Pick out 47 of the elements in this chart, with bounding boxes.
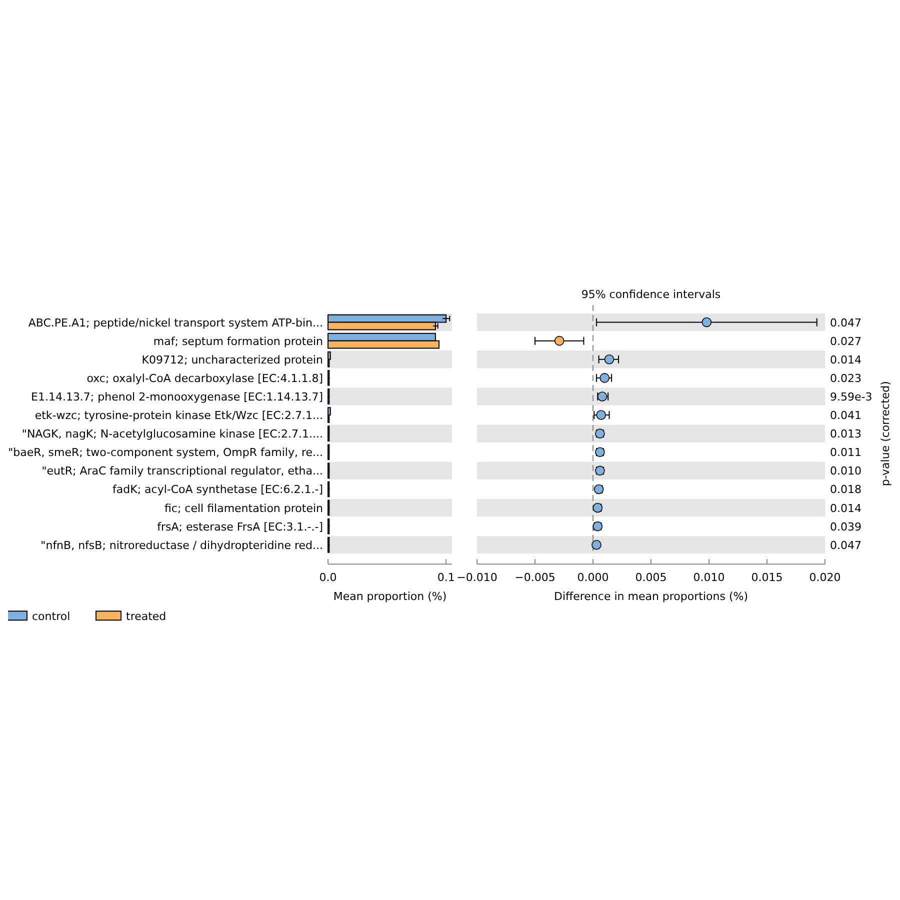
legend-label: control [32,610,70,624]
y-tick-label: maf; septum formation protein [153,334,324,348]
y2-tick-label: 0.039 [830,520,862,534]
x-tick-label: 0.0 [319,571,337,584]
y2-tick-label: 0.018 [830,483,862,496]
y-tick-label: "baeR, smeR; two-component system, OmpR family, re... [8,446,323,460]
y2-tick-label: 0.027 [830,334,862,348]
y-tick-label: "eutR; AraC family transcriptional regulator, etha... [42,464,323,478]
y2-tick-label: 0.010 [830,464,862,478]
y-tick-label: E1.14.13.7; phenol 2-monooxygenase [EC:1.14.13.7] [31,390,323,404]
x-tick-label: 0.1 [437,571,455,584]
y-tick-label: fic; cell filamentation protein [164,502,324,515]
x-tick-label: 0.015 [751,571,783,584]
y-tick-label: frsA; esterase FrsA [EC:3.1.-.-] [157,520,323,534]
x-axis-title: Difference in mean proportions (%) [554,590,748,604]
y2-tick-label: 9.59e-3 [830,390,872,404]
y-tick-label: ABC.PE.A1; peptide/nickel transport system ATP-bin... [28,316,323,330]
x-tick-label: 0.000 [577,571,609,584]
point [554,336,564,346]
y2-tick-label: 0.023 [830,372,862,385]
x-tick-label: 0.010 [693,571,725,584]
y2-tick-label: 0.014 [830,353,862,366]
y2-tick-label: 0.011 [830,446,862,460]
x-tick-label: −0.010 [456,571,498,584]
legend-label: treated [126,610,166,624]
y2-axis-title: p-value (corrected) [879,381,892,486]
point [600,373,610,383]
y2-tick-label: 0.014 [830,502,862,515]
x-tick-label: 0.020 [809,571,841,584]
chart-title: 95% confidence intervals [581,288,721,301]
y-tick-label: "nfnB, nfsB; nitroreductase / dihydropteridine red... [40,538,323,552]
point [596,410,606,420]
y2-tick-label: 0.013 [830,428,862,441]
point [592,540,602,550]
y-tick-label: etk-wzc; tyrosine-protein kinase Etk/Wzc [EC:2.7.1... [34,409,323,422]
point [604,354,614,364]
y-tick-label: K09712; uncharacterized protein [142,353,324,366]
y-tick-label: "NAGK, nagK; N-acetylglucosamine kinase [EC:2.7.1.... [22,428,323,441]
y2-tick-label: 0.041 [830,409,862,422]
point [702,317,712,328]
y2-tick-label: 0.047 [830,316,862,330]
x-tick-label: 0.005 [635,571,667,584]
y-tick-label: fadK; acyl-CoA synthetase [EC:6.2.1.-] [112,483,323,496]
y2-tick-label: 0.047 [830,538,862,552]
y-tick-label: oxc; oxalyl-CoA decarboxylase [EC:4.1.1.8] [86,372,323,385]
x-axis-title: Mean proportion (%) [333,590,447,604]
x-tick-label: −0.005 [514,571,556,584]
